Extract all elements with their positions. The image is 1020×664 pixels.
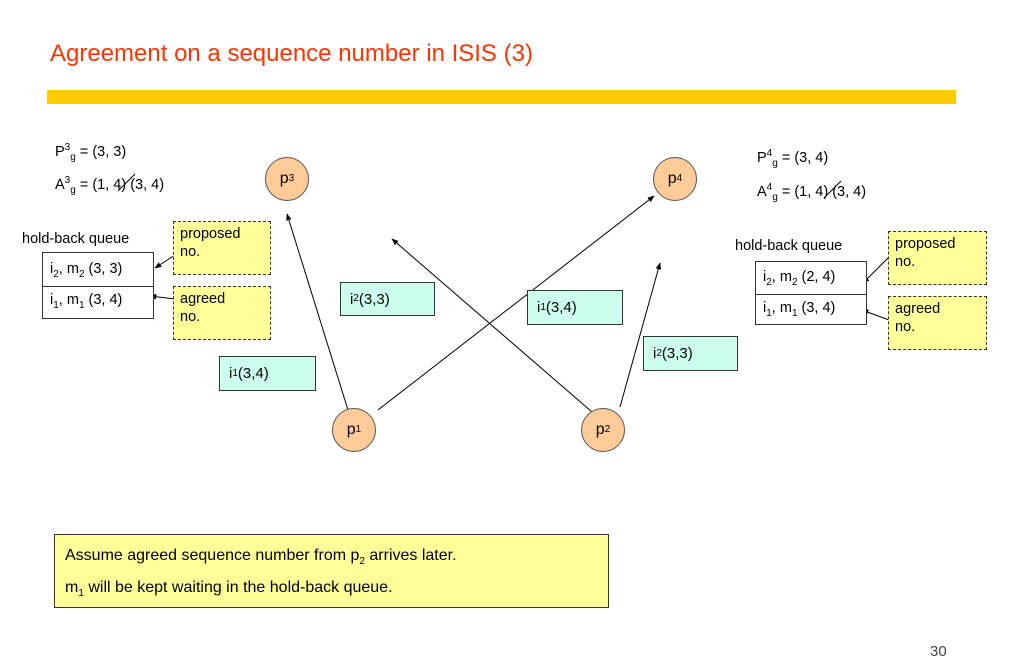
strike-right bbox=[823, 180, 842, 199]
arrow-left-agreed bbox=[149, 293, 176, 300]
strike-left bbox=[117, 173, 136, 192]
page-number: 30 bbox=[930, 643, 947, 660]
left-agreed-note: agreed no. bbox=[173, 286, 271, 340]
right-agreed-note: agreed no. bbox=[888, 296, 987, 350]
footer-note: Assume agreed sequence number from p2 ar… bbox=[54, 534, 609, 608]
slide-title: Agreement on a sequence number in ISIS (… bbox=[50, 40, 533, 67]
arrow-left-proposed bbox=[154, 254, 176, 269]
left-proposed-note: proposed no. bbox=[173, 221, 271, 275]
arrow-p1-to-p3 bbox=[286, 213, 349, 411]
queue-row: i2, m2 (2, 4) bbox=[763, 269, 836, 288]
queue-row: i2, m2 (3, 3) bbox=[50, 261, 123, 280]
right-a-equation: A4g = (1, 4) (3, 4) bbox=[757, 182, 867, 203]
arrow-p2-to-left bbox=[391, 238, 593, 413]
right-a-struck-value: (1, 4) bbox=[794, 184, 829, 200]
left-hold-back-queue: i2, m2 (3, 3) i1, m1 (3, 4) bbox=[42, 252, 154, 319]
left-p-equation: P3g = (3, 3) bbox=[55, 142, 127, 163]
footer-line-1: Assume agreed sequence number from p2 ar… bbox=[65, 547, 457, 568]
right-proposed-note: proposed no. bbox=[888, 231, 987, 285]
arrow-p2-to-right bbox=[619, 262, 662, 408]
arrow-right-proposed bbox=[862, 256, 890, 284]
left-a-equation: A3g = (1, 4) (3, 4) bbox=[55, 175, 165, 196]
right-p-equation: P4g = (3, 4) bbox=[757, 148, 829, 169]
right-queue-label: hold-back queue bbox=[735, 238, 843, 254]
arrow-p1-to-p4 bbox=[377, 195, 655, 411]
left-queue-label: hold-back queue bbox=[22, 231, 130, 247]
queue-row: i1, m1 (3, 4) bbox=[43, 286, 153, 318]
left-a-struck-value: (1, 4) bbox=[92, 177, 127, 193]
title-underline-bar bbox=[47, 90, 956, 104]
footer-line-2: m1 will be kept waiting in the hold-back… bbox=[65, 579, 393, 600]
queue-row: i1, m1 (3, 4) bbox=[756, 294, 866, 324]
right-hold-back-queue: i2, m2 (2, 4) i1, m1 (3, 4) bbox=[755, 261, 867, 325]
